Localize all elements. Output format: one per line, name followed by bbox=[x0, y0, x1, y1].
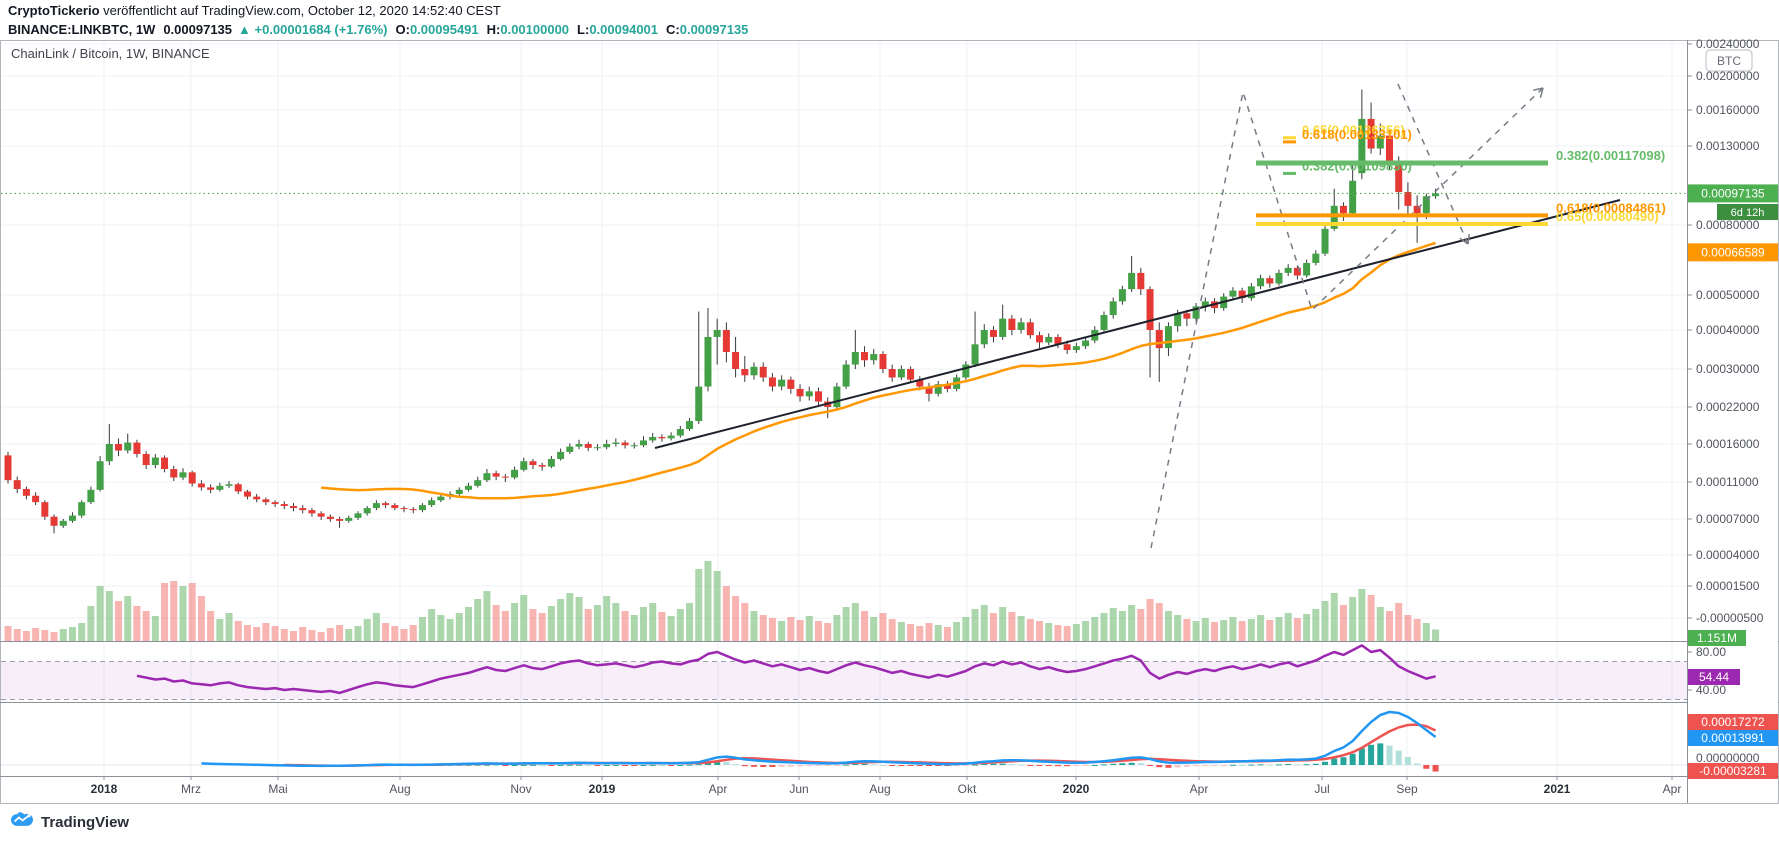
axis-badge: 0.00066589 bbox=[1701, 245, 1765, 259]
symbol-text[interactable]: BINANCE:LINKBTC, 1W bbox=[8, 22, 156, 37]
trendline-black[interactable] bbox=[654, 199, 1621, 449]
time-tick-label: Aug bbox=[389, 782, 410, 796]
tradingview-brand-text[interactable]: TradingView bbox=[41, 813, 130, 831]
price-tick-label: -0.00000500 bbox=[1696, 611, 1764, 625]
fib-level-label: 0.618(0.00133101) bbox=[1302, 127, 1412, 142]
chart-legend-title[interactable]: ChainLink / Bitcoin, 1W, BINANCE bbox=[11, 46, 210, 61]
time-tick-label: Apr bbox=[1190, 782, 1209, 796]
time-tick-label: Sep bbox=[1396, 782, 1418, 796]
rsi-pane bbox=[1, 644, 1687, 700]
axis-badge: -0.00003281 bbox=[1699, 764, 1767, 778]
footer: TradingView bbox=[10, 811, 129, 833]
svg-text:BTC: BTC bbox=[1717, 54, 1741, 68]
time-tick-label: 2019 bbox=[589, 782, 616, 796]
volume-layer bbox=[4, 561, 1440, 641]
time-tick-label: Apr bbox=[709, 782, 728, 796]
price-tick-label: 0.00130000 bbox=[1696, 139, 1760, 153]
fib-level-label: 0.618(0.00084861) bbox=[1556, 200, 1666, 215]
macd-pane bbox=[1, 710, 1687, 772]
axis-badge: 54.44 bbox=[1699, 670, 1729, 684]
fib-level-label: 0.382(0.00117098) bbox=[1556, 148, 1665, 163]
pane-separators[interactable] bbox=[0, 641, 1779, 777]
fib-retracements[interactable]: 0.382(0.00117098)0.618(0.00084861)0.65(0… bbox=[1256, 123, 1666, 227]
time-tick-label: 2018 bbox=[91, 782, 118, 796]
price-tick-label: 0.00160000 bbox=[1696, 103, 1760, 117]
price-tick-label: 0.00004000 bbox=[1696, 548, 1760, 562]
fib-level-label: 0.65(0.00080490) bbox=[1556, 209, 1659, 224]
price-tick-label: 0.00080000 bbox=[1696, 218, 1760, 232]
price-tick-label: 0.00030000 bbox=[1696, 362, 1760, 376]
fib-level-label: 0.65(0.00136356) bbox=[1302, 123, 1405, 138]
macd-zero-label: 0.00000000 bbox=[1696, 751, 1760, 765]
axis-badge: 0.00017272 bbox=[1701, 715, 1765, 729]
axis-badges: 0.00097135 6d 12h 0.00066589 1.151M 54.44 0.0… bbox=[1688, 184, 1778, 779]
time-tick-label: Jul bbox=[1314, 782, 1329, 796]
price-axis[interactable]: 0.00240000 0.00200000 0.00160000 0.00130000… bbox=[1687, 37, 1778, 803]
time-axis[interactable]: 2018 Mrz Mai Aug Nov 2019 Apr Jun Aug Okt 2020 Apr J… bbox=[91, 776, 1682, 796]
price-tick-label: 0.00200000 bbox=[1696, 69, 1760, 83]
time-tick-label: 2021 bbox=[1544, 782, 1571, 796]
tradingview-logo-icon[interactable] bbox=[10, 811, 34, 833]
price-tick-label: 0.00007000 bbox=[1696, 512, 1760, 526]
time-tick-label: Nov bbox=[510, 782, 531, 796]
rsi-tick-label: 40.00 bbox=[1696, 683, 1726, 697]
axis-badge: 6d 12h bbox=[1731, 207, 1765, 219]
rsi-tick-label: 80.00 bbox=[1696, 645, 1726, 659]
time-tick-label: Jun bbox=[789, 782, 808, 796]
axis-badge: 0.00013991 bbox=[1701, 731, 1765, 745]
axis-badge: 0.00097135 bbox=[1701, 186, 1765, 200]
dashed-zigzag-projection[interactable] bbox=[1150, 87, 1544, 549]
price-tick-label: 0.00001500 bbox=[1696, 579, 1760, 593]
author-name: CryptoTickerio bbox=[8, 3, 100, 18]
publication-header: CryptoTickerio veröffentlicht auf Tradin… bbox=[8, 2, 748, 39]
axis-badge: 1.151M bbox=[1697, 631, 1737, 645]
price-tick-label: 0.00011000 bbox=[1696, 475, 1759, 489]
byline: CryptoTickerio veröffentlicht auf Tradin… bbox=[8, 2, 748, 20]
time-tick-label: Mai bbox=[268, 782, 287, 796]
time-tick-label: Okt bbox=[958, 782, 977, 796]
fib-level-label: 0.382(0.00109830) bbox=[1302, 158, 1412, 173]
price-change: ▲ +0.00001684 (+1.76%) bbox=[238, 22, 388, 37]
price-tick-label: 0.00240000 bbox=[1696, 37, 1760, 51]
unit-button-btc[interactable]: BTC bbox=[1705, 49, 1753, 72]
time-tick-label: Mrz bbox=[181, 782, 201, 796]
price-tick-label: 0.00016000 bbox=[1696, 437, 1760, 451]
price-tick-label: 0.00050000 bbox=[1696, 288, 1760, 302]
price-tick-label: 0.00022000 bbox=[1696, 400, 1760, 414]
price-tick-label: 0.00040000 bbox=[1696, 323, 1760, 337]
symbol-line: BINANCE:LINKBTC, 1W 0.00097135 ▲ +0.000016… bbox=[8, 21, 748, 39]
publication-text: veröffentlicht auf TradingView.com, Octo… bbox=[99, 3, 501, 18]
time-tick-label: Apr bbox=[1663, 782, 1682, 796]
time-tick-label: Aug bbox=[869, 782, 890, 796]
ohlc-strip: O:0.00095491 H:0.00100000 L:0.00094001 C:0.… bbox=[395, 22, 749, 37]
last-price: 0.00097135 bbox=[163, 22, 233, 37]
time-tick-label: 2020 bbox=[1063, 782, 1090, 796]
ma-line bbox=[320, 241, 1436, 500]
